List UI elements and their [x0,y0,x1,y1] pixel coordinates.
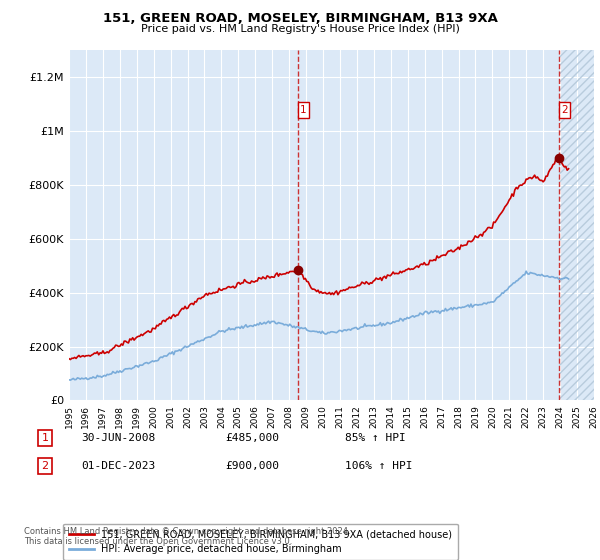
Text: £900,000: £900,000 [225,461,279,471]
Text: 151, GREEN ROAD, MOSELEY, BIRMINGHAM, B13 9XA: 151, GREEN ROAD, MOSELEY, BIRMINGHAM, B1… [103,12,497,25]
Text: 30-JUN-2008: 30-JUN-2008 [81,433,155,443]
Text: Price paid vs. HM Land Registry's House Price Index (HPI): Price paid vs. HM Land Registry's House … [140,24,460,34]
Text: 85% ↑ HPI: 85% ↑ HPI [345,433,406,443]
Text: 2: 2 [41,461,49,471]
Legend: 151, GREEN ROAD, MOSELEY, BIRMINGHAM, B13 9XA (detached house), HPI: Average pri: 151, GREEN ROAD, MOSELEY, BIRMINGHAM, B1… [64,524,458,560]
Text: 1: 1 [41,433,49,443]
Text: 2: 2 [561,105,568,115]
Text: Contains HM Land Registry data © Crown copyright and database right 2024.
This d: Contains HM Land Registry data © Crown c… [24,526,350,546]
Text: 106% ↑ HPI: 106% ↑ HPI [345,461,413,471]
Polygon shape [559,50,594,400]
Text: 01-DEC-2023: 01-DEC-2023 [81,461,155,471]
Text: £485,000: £485,000 [225,433,279,443]
Text: 1: 1 [300,105,307,115]
